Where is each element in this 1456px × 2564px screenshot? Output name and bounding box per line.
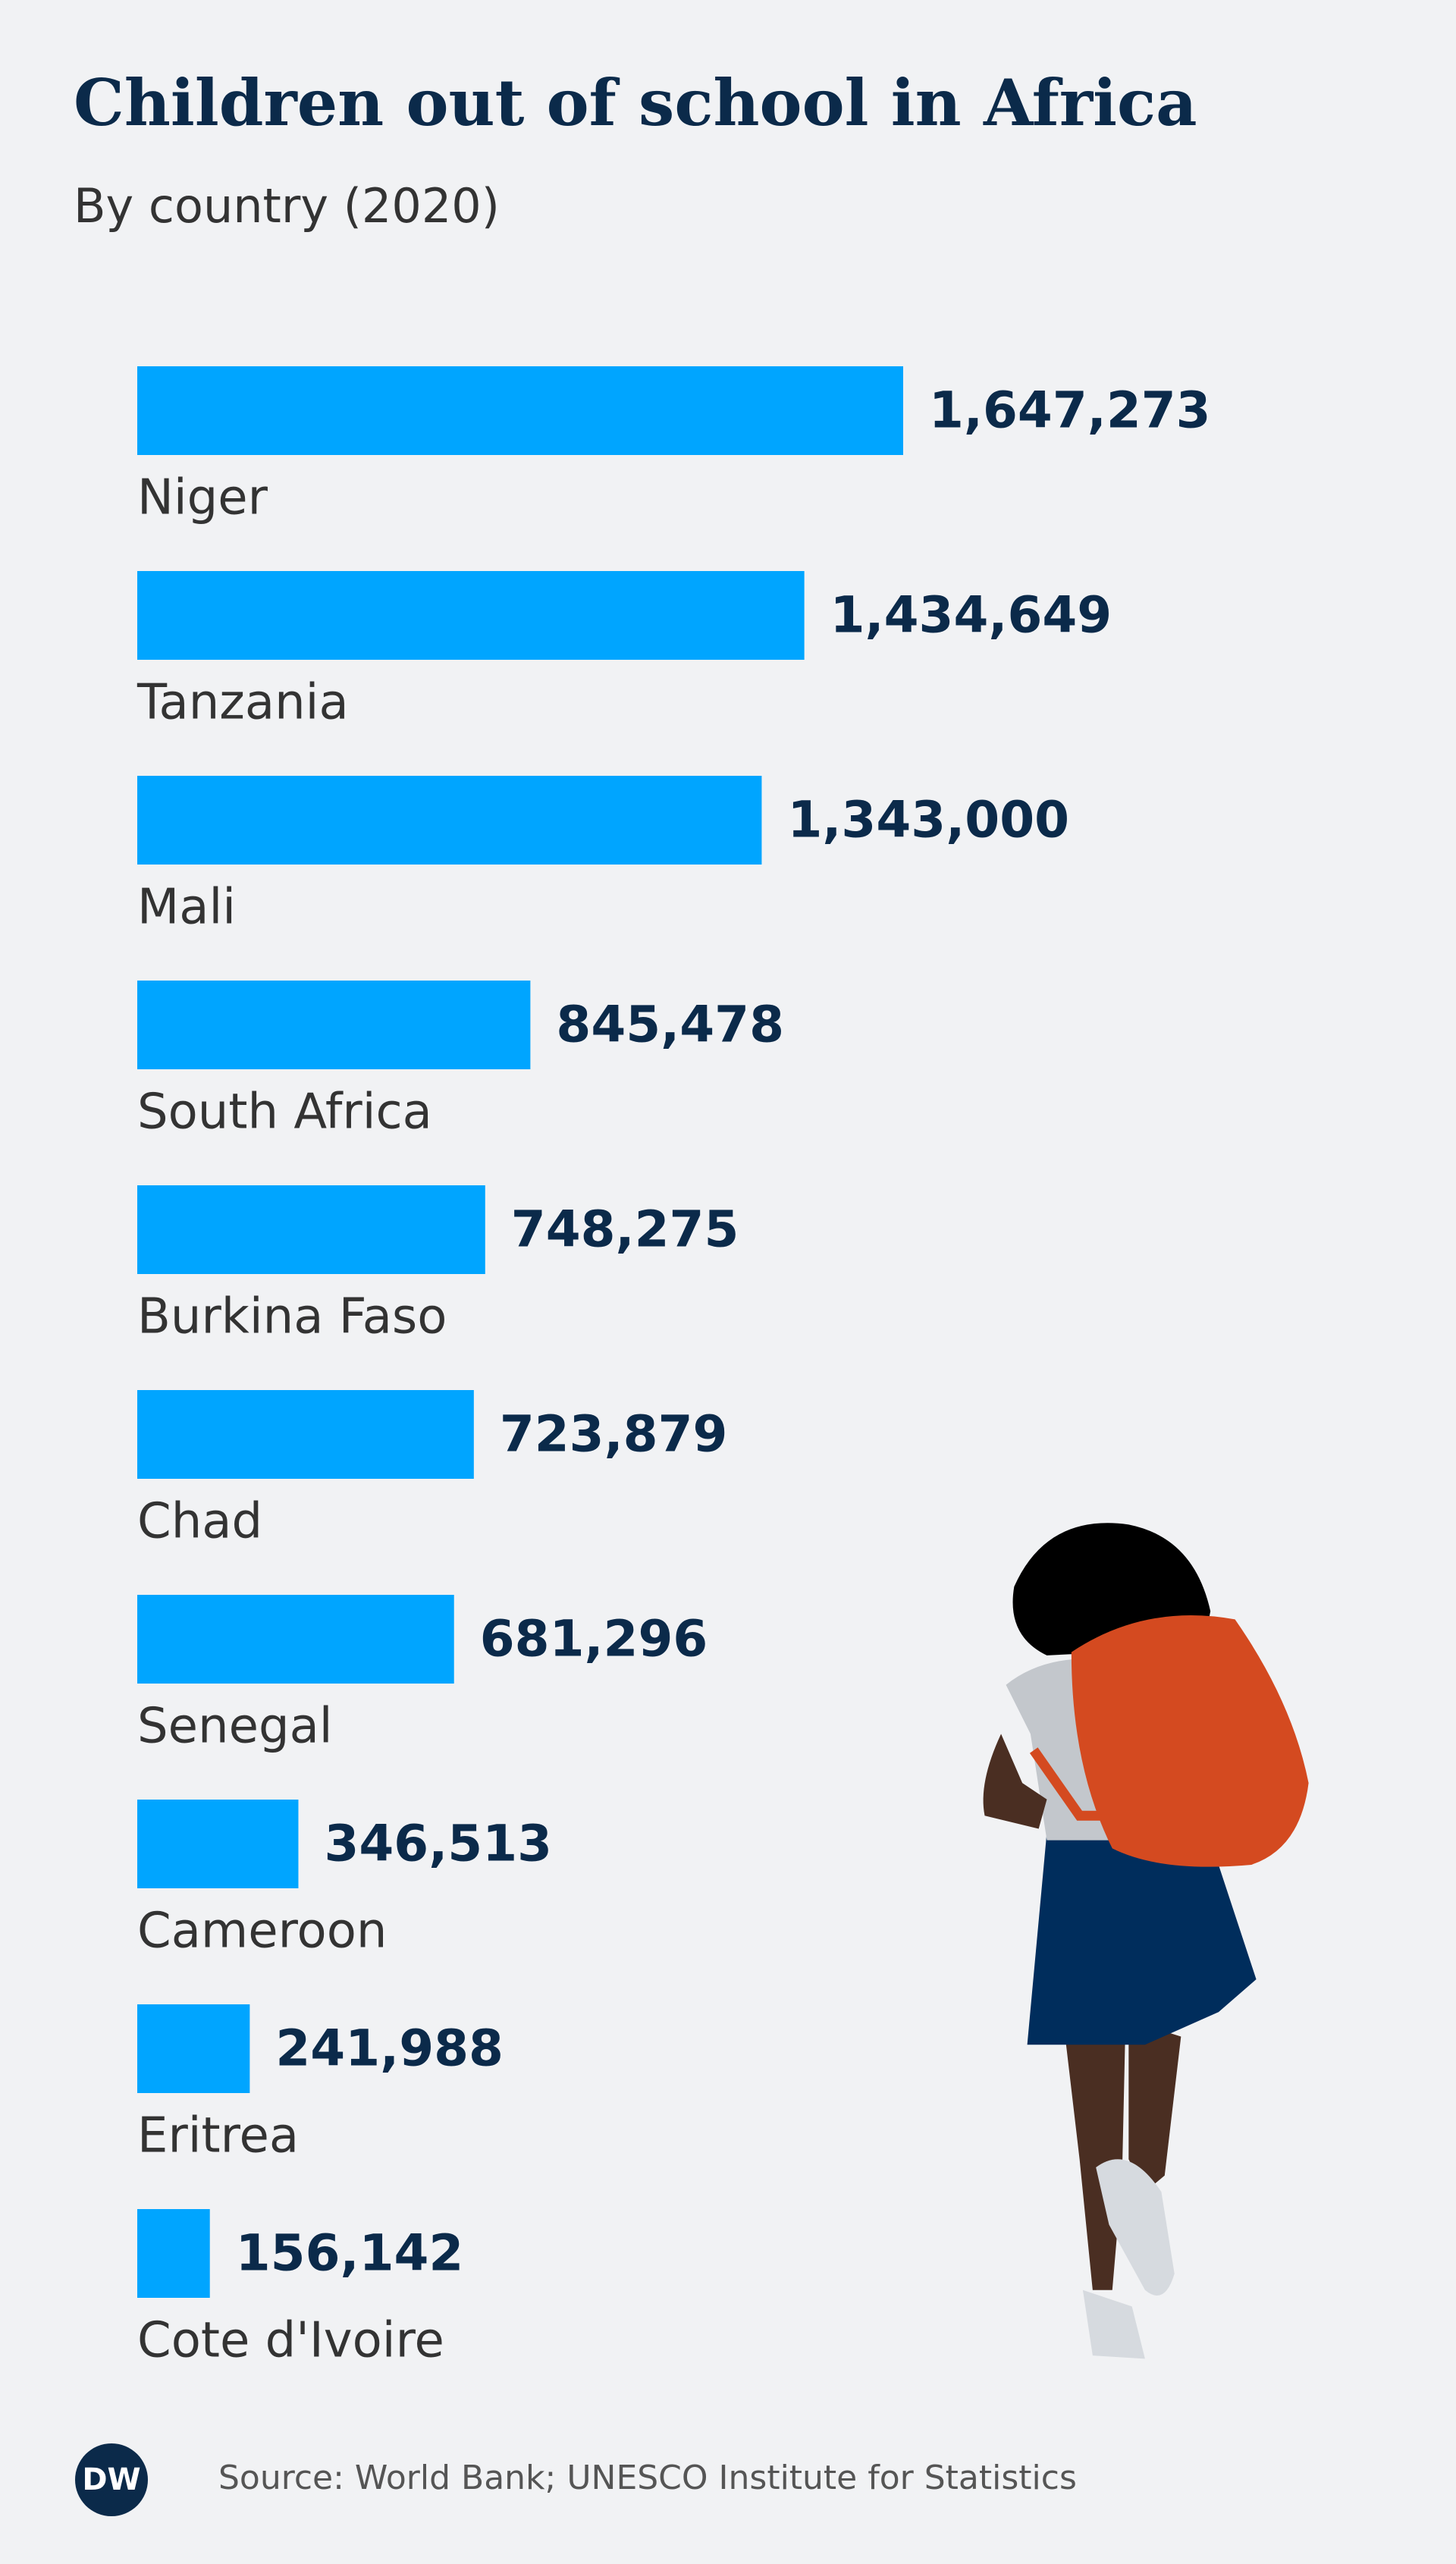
value-label: 1,343,000 xyxy=(787,791,1069,849)
bar xyxy=(137,2004,250,2093)
category-label: Cameroon xyxy=(137,1903,387,1960)
illustration xyxy=(983,1523,1309,2359)
bar xyxy=(137,1390,474,1479)
bar xyxy=(137,1185,485,1274)
category-label: Niger xyxy=(137,470,268,526)
category-label: Mali xyxy=(137,880,236,936)
value-label: 723,879 xyxy=(500,1405,728,1464)
chart-subtitle: By country (2020) xyxy=(74,178,500,234)
category-label: Cote d'Ivoire xyxy=(137,2313,444,2369)
category-label: Senegal xyxy=(137,1699,333,1755)
value-label: 241,988 xyxy=(275,2020,504,2078)
source: Source: World Bank; UNESCO Institute for… xyxy=(218,2459,1077,2497)
bar xyxy=(137,366,903,455)
bar xyxy=(137,2209,210,2298)
value-label: 1,434,649 xyxy=(830,586,1112,645)
value-label: 681,296 xyxy=(480,1610,708,1668)
value-label: 156,142 xyxy=(236,2224,464,2283)
bar xyxy=(137,571,805,660)
logo xyxy=(75,2443,148,2516)
bar xyxy=(137,776,762,865)
chart-title: Children out of school in Africa xyxy=(74,65,1197,140)
bar xyxy=(137,1595,454,1684)
category-label: Eritrea xyxy=(137,2108,299,2164)
bar xyxy=(137,1800,299,1888)
value-label: 845,478 xyxy=(556,996,784,1054)
category-label: Chad xyxy=(137,1494,262,1550)
value-label: 346,513 xyxy=(324,1815,552,1873)
category-label: South Africa xyxy=(137,1084,432,1141)
value-label: 1,647,273 xyxy=(929,381,1211,440)
category-label: Tanzania xyxy=(136,675,349,731)
category-label: Burkina Faso xyxy=(137,1289,447,1345)
logo-text: DW xyxy=(82,2462,140,2497)
value-label: 748,275 xyxy=(511,1200,739,1259)
bar xyxy=(137,981,531,1069)
